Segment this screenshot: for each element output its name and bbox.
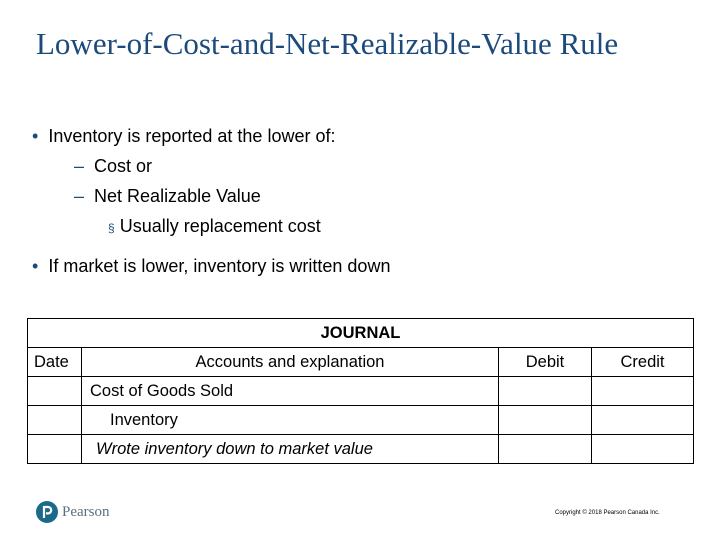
- sub-bullet: – Net Realizable Value: [74, 186, 261, 206]
- cell: [27, 434, 82, 464]
- bullet-text: Net Realizable Value: [94, 186, 261, 206]
- column-header: Date: [27, 347, 82, 377]
- cell: [27, 405, 82, 435]
- table-title: JOURNAL: [27, 318, 694, 348]
- logo-icon: [36, 501, 58, 523]
- column-header: Debit: [498, 347, 592, 377]
- bullet-text: If market is lower, inventory is written…: [48, 256, 391, 276]
- logo-text: Pearson: [62, 503, 110, 520]
- cell: [591, 405, 694, 435]
- cell: [591, 376, 694, 406]
- cell: [591, 434, 694, 464]
- logo: Pearson: [36, 501, 110, 523]
- account-cell: Inventory: [81, 405, 499, 435]
- bullet-text: Cost or: [94, 156, 153, 176]
- sub-bullet: – Cost or: [74, 156, 153, 176]
- copyright: Copyright © 2018 Pearson Canada Inc.: [555, 510, 660, 516]
- cell: [498, 376, 592, 406]
- bullet-text: Inventory is reported at the lower of:: [48, 126, 336, 146]
- column-header: Credit: [591, 347, 694, 377]
- slide-title: Lower-of-Cost-and-Net-Realizable-Value R…: [36, 26, 619, 61]
- account-cell: Cost of Goods Sold: [81, 376, 499, 406]
- cell: [498, 434, 592, 464]
- cell: [498, 405, 592, 435]
- account-cell: Wrote inventory down to market value: [81, 434, 499, 464]
- column-header: Accounts and explanation: [81, 347, 499, 377]
- bullet: • If market is lower, inventory is writt…: [32, 256, 391, 276]
- bullet-text: Usually replacement cost: [119, 216, 321, 236]
- cell: [27, 376, 82, 406]
- sub-sub-bullet: § Usually replacement cost: [108, 216, 321, 236]
- journal-table: JOURNAL Date Accounts and explanation De…: [27, 318, 694, 464]
- bullet: • Inventory is reported at the lower of:: [32, 126, 336, 146]
